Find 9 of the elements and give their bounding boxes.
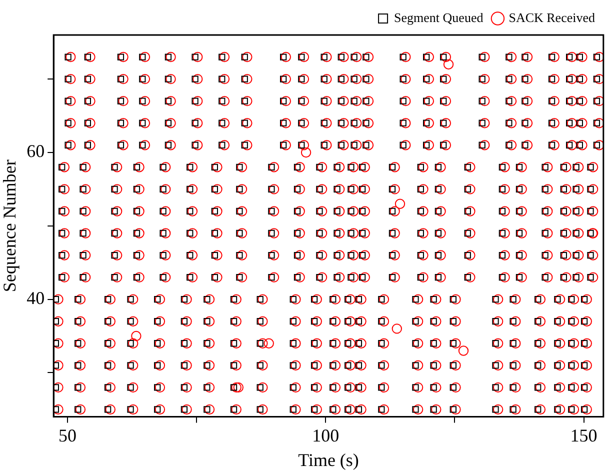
y-axis-title: Sequence Number	[0, 160, 20, 292]
y-tick-label: 60	[26, 141, 45, 162]
x-tick-label: 150	[570, 425, 598, 446]
legend-label: SACK Received	[508, 10, 596, 25]
x-axis-title: Time (s)	[298, 450, 359, 470]
legend-label: Segment Queued	[394, 10, 484, 25]
x-tick-label: 50	[58, 425, 77, 446]
x-tick-label: 100	[312, 425, 340, 446]
y-tick-label: 40	[26, 288, 45, 308]
